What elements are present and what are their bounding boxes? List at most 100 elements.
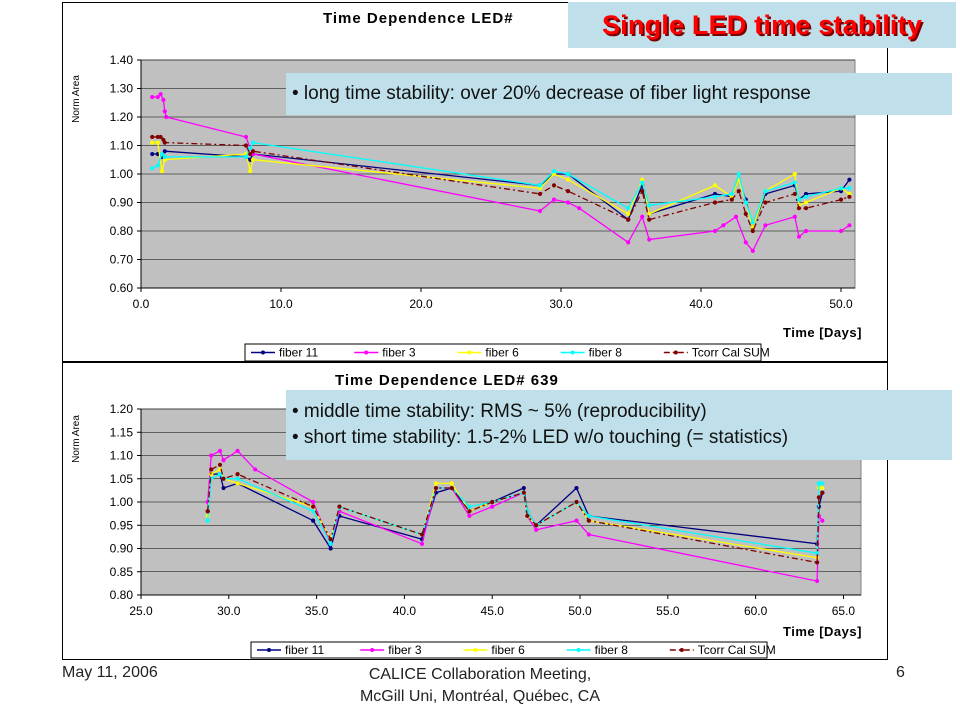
data-point — [217, 448, 223, 453]
data-point — [820, 490, 825, 495]
legend-label: fiber 6 — [491, 643, 525, 657]
data-point — [158, 92, 163, 97]
data-point — [796, 197, 802, 202]
data-point — [253, 467, 258, 472]
data-point — [162, 140, 167, 145]
legend-marker — [267, 648, 271, 652]
data-point — [551, 169, 557, 174]
legend-label: fiber 8 — [595, 643, 629, 657]
data-point — [847, 194, 852, 199]
legend-label: Tcorr Cal SUM — [698, 643, 776, 657]
x-tick-label: 65.0 — [832, 604, 856, 618]
legend-marker — [370, 648, 375, 652]
data-point — [803, 206, 809, 211]
data-point — [235, 448, 240, 453]
data-point — [150, 166, 155, 171]
data-point — [712, 183, 718, 188]
data-point — [433, 481, 439, 486]
x-tick-label: 10.0 — [269, 297, 293, 311]
x-axis-label: Time [Days] — [783, 624, 862, 639]
y-tick-label: 0.90 — [110, 542, 134, 556]
y-tick-label: 0.70 — [110, 253, 134, 267]
series-line — [152, 141, 850, 231]
legend-label: fiber 6 — [485, 346, 519, 360]
chart-title: Time Dependence LED# — [323, 10, 514, 27]
data-point — [521, 485, 526, 491]
data-point — [763, 200, 768, 205]
y-tick-label: 0.90 — [110, 196, 134, 210]
x-axis-label: Time [Days] — [783, 325, 862, 340]
data-point — [626, 240, 631, 245]
data-point — [640, 189, 645, 194]
y-tick-label: 1.20 — [110, 402, 134, 416]
legend-label: fiber 11 — [279, 346, 318, 360]
data-point — [750, 248, 755, 254]
footer-event-line-2: McGill Uni, Montréal, Québec, CA — [359, 688, 601, 705]
data-point — [159, 169, 165, 174]
data-point — [235, 472, 240, 477]
data-point — [250, 140, 256, 145]
data-point — [838, 197, 844, 202]
data-point — [551, 197, 557, 202]
data-point — [847, 223, 852, 228]
data-point — [814, 551, 820, 556]
data-point — [250, 157, 256, 162]
legend-box — [244, 343, 762, 361]
data-point — [792, 214, 797, 219]
data-point — [803, 194, 809, 199]
data-point — [721, 223, 726, 228]
y-tick-label: 1.05 — [110, 472, 134, 486]
data-point — [712, 200, 718, 205]
data-point — [565, 189, 571, 194]
data-point — [419, 541, 425, 546]
data-point — [803, 228, 809, 234]
y-tick-label: 1.00 — [110, 495, 134, 509]
data-point — [712, 194, 718, 199]
note-bottom-line-1: • middle time stability: RMS ~ 5% (repro… — [292, 401, 707, 422]
data-point — [150, 140, 155, 145]
data-point — [733, 214, 739, 219]
data-point — [205, 518, 210, 523]
data-point — [565, 171, 571, 177]
footer-event: CALICE Collaboration Meeting, McGill Uni… — [300, 664, 660, 708]
y-tick-label: 0.80 — [110, 588, 134, 602]
data-point — [221, 485, 226, 491]
data-point — [467, 509, 472, 514]
data-point — [586, 513, 591, 519]
data-point — [640, 180, 645, 185]
series-line — [207, 463, 823, 564]
data-point — [534, 527, 539, 532]
footer-date: May 11, 2006 — [62, 664, 158, 681]
x-tick-label: 35.0 — [305, 604, 329, 618]
x-tick-label: 30.0 — [217, 604, 241, 618]
y-tick-label: 1.20 — [110, 110, 134, 124]
data-point — [534, 523, 539, 528]
data-point — [838, 228, 844, 234]
data-point — [792, 191, 797, 197]
data-point — [328, 546, 333, 551]
data-point — [467, 504, 472, 509]
data-point — [159, 151, 165, 157]
legend-marker — [679, 648, 684, 652]
data-point — [221, 458, 226, 463]
data-point — [490, 504, 495, 509]
data-point — [574, 485, 579, 491]
slide-title-banner: Single LED time stability — [568, 2, 956, 48]
data-point — [750, 220, 755, 225]
data-point — [750, 228, 755, 234]
data-point — [647, 203, 652, 208]
legend-marker — [467, 350, 472, 355]
data-point — [847, 186, 852, 191]
x-tick-label: 50.0 — [568, 604, 592, 618]
data-point — [310, 518, 316, 523]
data-point — [729, 191, 734, 197]
data-point — [792, 171, 797, 177]
x-tick-label: 55.0 — [656, 604, 680, 618]
data-point — [574, 499, 579, 505]
data-point — [310, 504, 316, 509]
data-point — [243, 143, 249, 148]
y-tick-label: 1.00 — [110, 167, 134, 181]
data-point — [820, 518, 825, 523]
chart-top-svg: Time Dependence LED# 0.60 0.70 0.80 0.90 1.00… — [71, 10, 862, 361]
data-point — [537, 208, 543, 214]
